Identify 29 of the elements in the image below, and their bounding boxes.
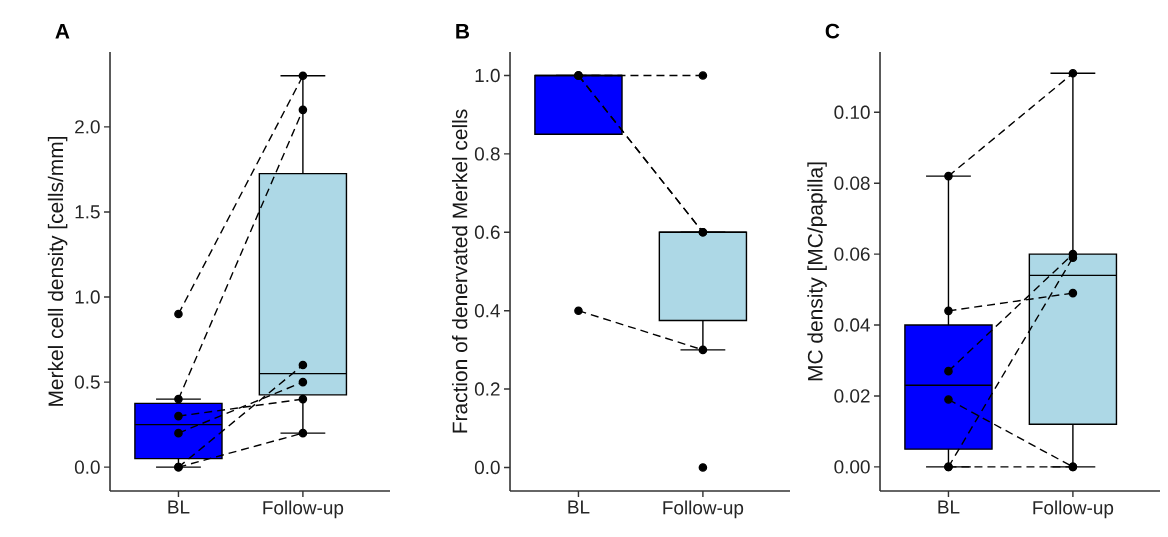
y-tick-label: 0.08 <box>834 176 870 190</box>
x-tick-label: Follow-up <box>1033 500 1114 519</box>
y-tick-label: 0.0 <box>74 460 100 474</box>
y-tick-label: 0.04 <box>834 318 870 332</box>
chart-title: C <box>825 23 840 39</box>
y-tick-label: 0.8 <box>474 147 500 161</box>
y-tick-label: 0.5 <box>74 375 100 389</box>
x-tick-label: Follow-up <box>263 500 344 519</box>
y-tick-label: 2.0 <box>75 120 100 134</box>
x-tick-label: BL <box>568 500 590 514</box>
chart-title: B <box>456 24 470 39</box>
y-tick-label: 0.0 <box>474 460 500 475</box>
y-tick-label: 0.2 <box>474 382 500 396</box>
y-tick-label: 1.0 <box>75 290 100 304</box>
x-tick-label: BL <box>938 500 960 514</box>
y-axis-title: Fraction of denervated Merkel cells <box>451 109 468 433</box>
y-tick-label: 0.02 <box>834 389 870 403</box>
y-tick-label: 0.6 <box>474 225 500 239</box>
x-tick-label: Follow-up <box>663 500 744 519</box>
chart-title: A <box>55 24 70 39</box>
y-tick-label: 0.10 <box>834 105 870 119</box>
y-axis-title: MC density [MC/papilla] <box>807 162 827 381</box>
x-tick-label: BL <box>168 500 190 514</box>
y-tick-label: 1.0 <box>475 68 500 83</box>
y-tick-label: 0.00 <box>834 460 870 474</box>
y-tick-label: 0.06 <box>834 247 870 261</box>
y-tick-label: 0.4 <box>474 303 500 318</box>
y-axis-title: Merkel cell density [cells/mm] <box>47 137 68 406</box>
y-tick-label: 1.5 <box>75 205 100 219</box>
